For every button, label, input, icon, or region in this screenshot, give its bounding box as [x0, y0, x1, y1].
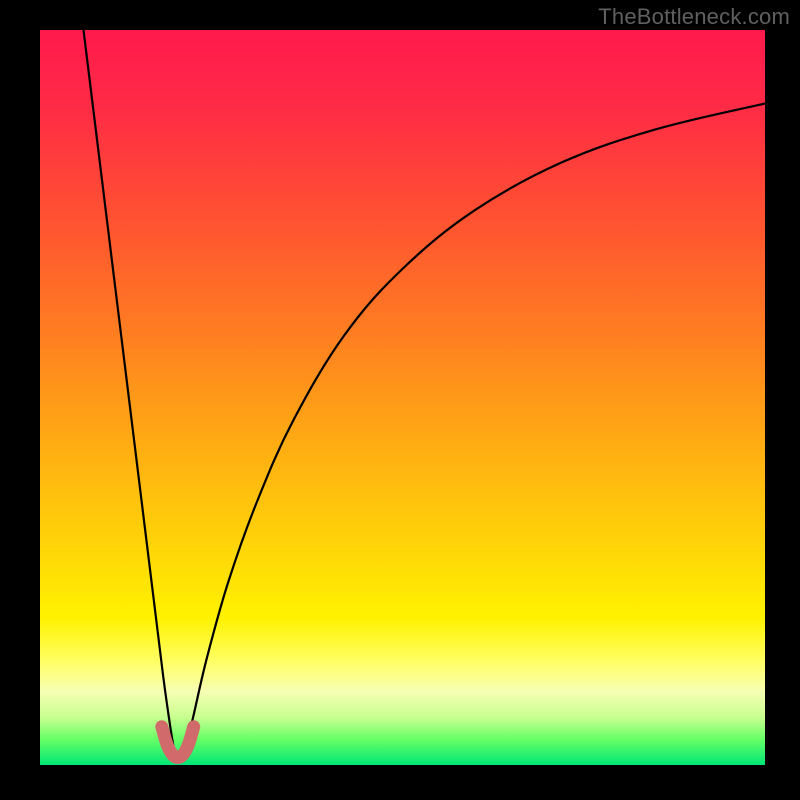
min-marker [162, 727, 194, 758]
plot-area [40, 30, 765, 765]
watermark-text: TheBottleneck.com [598, 4, 790, 30]
bottleneck-curve-left [84, 30, 175, 754]
bottleneck-curve-right [184, 104, 765, 754]
curve-layer [40, 30, 765, 765]
